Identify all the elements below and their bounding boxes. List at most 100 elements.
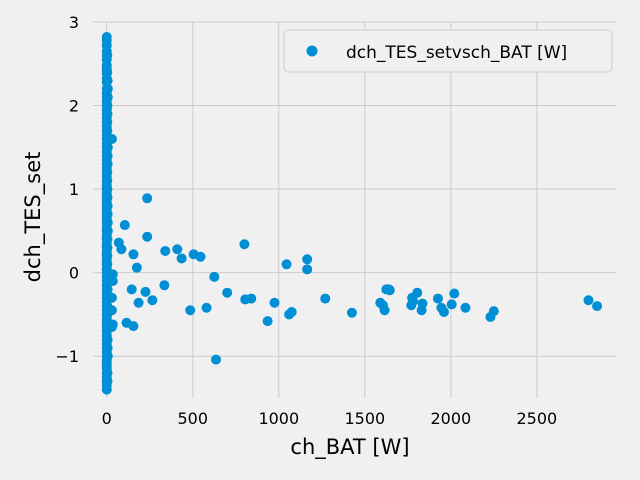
data-point [102, 334, 113, 345]
data-point [262, 316, 273, 327]
data-point [102, 351, 113, 362]
data-point [446, 299, 457, 310]
data-point [346, 307, 357, 318]
scatter-points [101, 32, 603, 395]
grid-lines [93, 21, 616, 398]
legend: dch_TES_setvsch_BAT [W] [283, 29, 613, 73]
y-axis-label: dch_TES_set [21, 152, 46, 283]
data-point [102, 250, 113, 261]
data-point [583, 295, 594, 306]
data-point [102, 217, 113, 228]
x-tick-label: 500 [178, 409, 209, 428]
data-point [102, 225, 113, 236]
data-point [407, 296, 418, 307]
data-point [128, 321, 139, 332]
data-point [222, 287, 233, 298]
y-tick-label: 3 [69, 13, 79, 32]
legend-label: dch_TES_setvsch_BAT [W] [346, 43, 567, 63]
data-point [107, 269, 118, 280]
data-point [102, 342, 113, 353]
data-point [185, 305, 196, 316]
y-tick-label: 0 [69, 264, 79, 283]
data-point [133, 297, 144, 308]
data-point [592, 301, 603, 312]
data-point [246, 293, 257, 304]
x-axis-label: ch_BAT [W] [290, 435, 409, 460]
data-point [142, 193, 153, 204]
data-point [320, 293, 331, 304]
data-point [106, 292, 117, 303]
data-point [102, 100, 113, 111]
data-point [195, 251, 206, 262]
data-point [302, 264, 313, 275]
data-point [101, 384, 112, 395]
data-point [102, 367, 113, 378]
data-point [412, 287, 423, 298]
data-point [102, 75, 113, 86]
data-point [417, 298, 428, 309]
data-point [432, 293, 443, 304]
data-point [131, 262, 142, 273]
data-point [172, 244, 183, 255]
data-point [449, 288, 460, 299]
data-point [239, 239, 250, 250]
data-point [119, 220, 130, 231]
x-tick-label: 2500 [517, 409, 558, 428]
legend-marker [306, 45, 318, 57]
data-point [159, 280, 170, 291]
data-point [126, 284, 137, 295]
data-point [142, 231, 153, 242]
legend-box [283, 29, 613, 73]
data-point [102, 200, 113, 211]
data-point [102, 150, 113, 161]
data-point [116, 244, 127, 255]
y-tick-labels: −1 0 1 2 3 [55, 13, 79, 366]
data-point [281, 259, 292, 270]
x-tick-label: 1000 [258, 409, 299, 428]
data-point [106, 305, 117, 316]
x-tick-label: 0 [102, 409, 112, 428]
data-point [102, 159, 113, 170]
y-tick-label: −1 [55, 347, 79, 366]
data-point [201, 302, 212, 313]
data-point [488, 306, 499, 317]
x-tick-label: 1500 [344, 409, 385, 428]
data-point [384, 285, 395, 296]
data-point [160, 245, 171, 256]
data-point [102, 259, 113, 270]
y-tick-label: 2 [69, 97, 79, 116]
data-point [147, 295, 158, 306]
data-point [102, 117, 113, 128]
data-point [102, 125, 113, 136]
data-point [286, 306, 297, 317]
data-point [102, 209, 113, 220]
y-tick-label: 1 [69, 180, 79, 199]
data-point [106, 133, 117, 144]
data-point [269, 297, 280, 308]
data-point [102, 167, 113, 178]
data-point [460, 302, 471, 313]
data-point [102, 142, 113, 153]
data-point [102, 175, 113, 186]
data-point [209, 271, 220, 282]
data-point [102, 83, 113, 94]
x-tick-label: 2000 [430, 409, 471, 428]
data-point [102, 192, 113, 203]
data-point [102, 184, 113, 195]
data-point [102, 67, 113, 78]
data-point [379, 305, 390, 316]
data-point [102, 376, 113, 387]
x-tick-labels: 0 500 1000 1500 2000 2500 [102, 409, 558, 428]
data-point [438, 306, 449, 317]
data-point [102, 92, 113, 103]
data-point [102, 50, 113, 61]
data-point [128, 249, 139, 260]
data-point [176, 253, 187, 264]
data-point [102, 284, 113, 295]
data-point [102, 234, 113, 245]
data-point [302, 254, 313, 265]
data-point [211, 354, 222, 365]
data-point [102, 242, 113, 253]
data-point [102, 108, 113, 119]
